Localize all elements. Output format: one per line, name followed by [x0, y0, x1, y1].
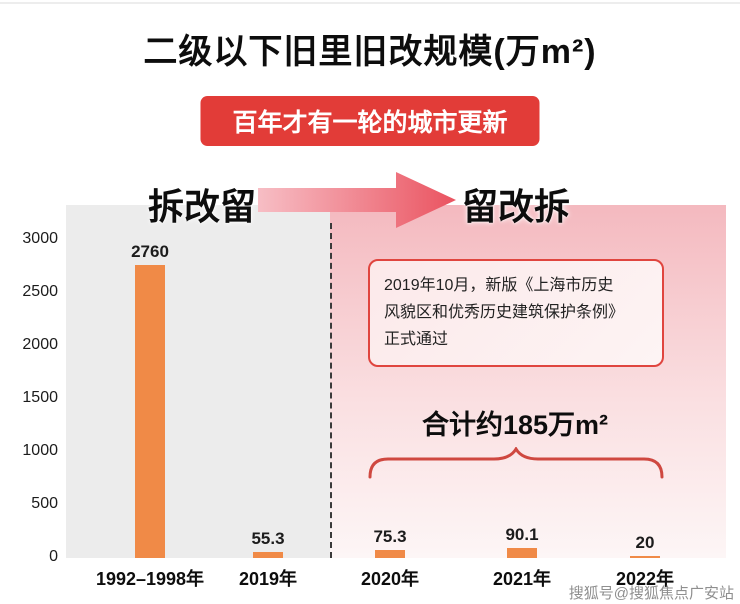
y-axis-label: 2500 — [22, 283, 58, 300]
policy-annotation-line: 风貌区和优秀历史建筑保护条例》 — [384, 304, 625, 322]
bar — [630, 555, 660, 558]
y-axis-label: 500 — [31, 495, 58, 512]
phase-label-right: 留改拆 — [462, 186, 571, 227]
bar — [507, 548, 537, 558]
y-axis-label: 0 — [49, 548, 58, 565]
bar-value-label: 20 — [635, 532, 655, 552]
headline-banner: 百年才有一轮的城市更新 — [200, 96, 540, 146]
x-axis-label: 2021年 — [492, 569, 552, 589]
chart-title: 二级以下旧里旧改规模(万m²) — [143, 33, 597, 71]
bar-column: 75.3 — [373, 527, 407, 558]
chart-bg-left — [66, 205, 330, 558]
x-axis-label: 2019年 — [238, 569, 298, 589]
total-label: 合计约185万m² — [421, 410, 609, 440]
bar-column: 2760 — [131, 242, 169, 558]
chart-bg-right — [330, 205, 726, 558]
top-border — [0, 2, 740, 4]
bar — [135, 265, 165, 558]
bar-value-label: 75.3 — [373, 527, 407, 547]
policy-annotation: 2019年10月，新版《上海市历史 风貌区和优秀历史建筑保护条例》 正式通过 — [368, 259, 664, 367]
bar-column: 55.3 — [251, 529, 285, 558]
x-axis-label: 2020年 — [360, 569, 420, 589]
bar — [375, 550, 405, 558]
policy-annotation-line: 2019年10月，新版《上海市历史 — [384, 277, 614, 294]
phase-arrow-icon — [258, 172, 456, 228]
phase-label-left: 拆改留 — [148, 186, 257, 227]
y-axis-label: 2000 — [22, 336, 58, 353]
y-axis-label: 1000 — [22, 442, 58, 459]
x-axis-label: 1992–1998年 — [95, 569, 205, 589]
policy-annotation-line: 正式通过 — [384, 331, 449, 349]
watermark: 搜狐号@搜狐焦点广安站 — [568, 585, 734, 602]
bar-column: 20 — [630, 532, 660, 558]
plot-area: 2019年10月，新版《上海市历史 风貌区和优秀历史建筑保护条例》 正式通过 合… — [0, 195, 740, 604]
bar-value-label: 2760 — [131, 242, 169, 262]
bar-value-label: 55.3 — [251, 529, 285, 549]
bar — [253, 552, 283, 558]
x-axis-label: 2022年 — [615, 569, 675, 589]
y-axis-label: 3000 — [22, 230, 58, 247]
y-axis-label: 1500 — [22, 389, 58, 406]
bar-column: 90.1 — [505, 525, 539, 558]
phase-divider-line — [330, 223, 332, 558]
brace-icon — [368, 447, 664, 479]
bar-value-label: 90.1 — [505, 525, 539, 545]
